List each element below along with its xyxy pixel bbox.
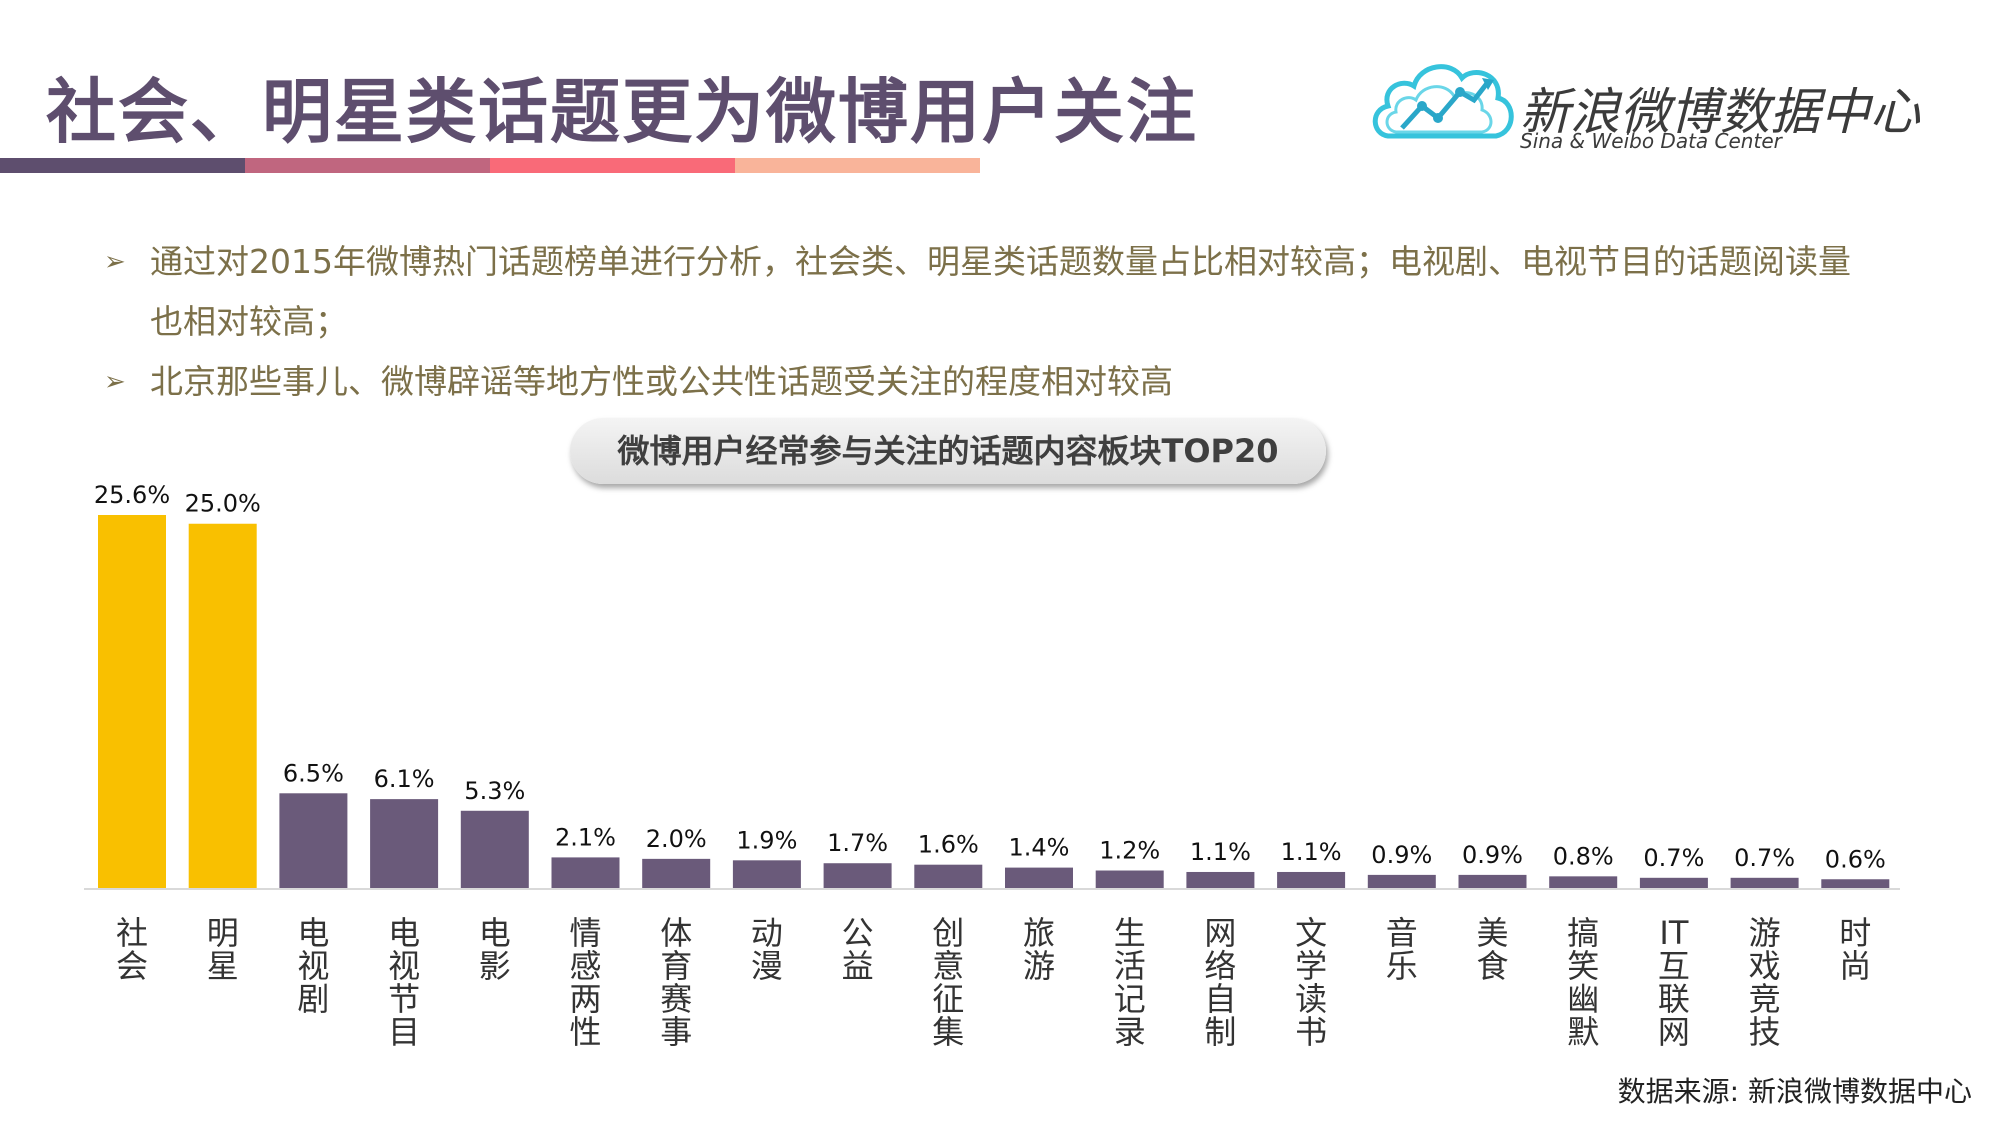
category-label: 创意征集 bbox=[932, 914, 964, 1051]
title-stripe-2 bbox=[245, 158, 490, 173]
title-stripe-4 bbox=[735, 158, 980, 173]
category-label: 电视节目 bbox=[388, 914, 420, 1051]
data-label: 6.1% bbox=[374, 765, 435, 793]
category-label: IT 互联网 bbox=[1658, 914, 1690, 1051]
category-label: 动漫 bbox=[751, 914, 783, 985]
category-label: 时尚 bbox=[1839, 914, 1871, 985]
bar bbox=[551, 857, 620, 888]
data-label: 1.2% bbox=[1099, 837, 1160, 865]
bar bbox=[642, 858, 711, 888]
category-label: 网络自制 bbox=[1204, 914, 1236, 1051]
bullet-item: ➢ 通过对2015年微博热门话题榜单进行分析，社会类、明星类话题数量占比相对较高… bbox=[100, 232, 1880, 352]
category-label: 音乐 bbox=[1386, 914, 1418, 985]
bar bbox=[1821, 879, 1890, 888]
logo-name: 新浪微博数据中心 bbox=[1520, 83, 1920, 141]
title-stripe-1 bbox=[0, 158, 245, 173]
cloud-chart-icon bbox=[1372, 64, 1514, 139]
bar bbox=[1186, 871, 1255, 888]
category-label: 公益 bbox=[842, 914, 874, 985]
category-label: 明星 bbox=[207, 914, 239, 985]
data-label: 2.0% bbox=[646, 825, 707, 853]
bar bbox=[370, 799, 439, 888]
data-source: 数据来源: 新浪微博数据中心 bbox=[1617, 1075, 1972, 1108]
logo: 新浪微博数据中心 Sina & Weibo Data Center bbox=[1370, 44, 1950, 154]
data-label: 5.3% bbox=[464, 777, 525, 805]
category-label: 情感两性 bbox=[569, 914, 601, 1051]
bar bbox=[1095, 870, 1164, 888]
page-title: 社会、明星类话题更为微博用户关注 bbox=[46, 71, 1198, 153]
category-label: 旅游 bbox=[1023, 914, 1055, 985]
arrow-bullet-icon: ➢ bbox=[104, 367, 126, 397]
category-label: 文学读书 bbox=[1295, 914, 1327, 1051]
category-label: 电影 bbox=[479, 914, 511, 985]
bar bbox=[1367, 874, 1436, 888]
category-label: 搞笑幽默 bbox=[1567, 914, 1599, 1051]
logo-subtitle: Sina & Weibo Data Center bbox=[1520, 129, 1782, 153]
chart-title: 微博用户经常参与关注的话题内容板块TOP20 bbox=[570, 418, 1326, 484]
bar bbox=[188, 523, 257, 888]
bar bbox=[1730, 877, 1799, 888]
bar bbox=[914, 864, 983, 888]
category-label: 社会 bbox=[116, 914, 148, 985]
bar bbox=[732, 860, 801, 888]
data-label: 0.9% bbox=[1371, 841, 1432, 869]
bullet-text: 北京那些事儿、微博辟谣等地方性或公共性话题受关注的程度相对较高 bbox=[150, 362, 1173, 401]
data-label: 1.1% bbox=[1281, 838, 1342, 866]
bar bbox=[98, 515, 166, 888]
bar bbox=[1639, 877, 1708, 888]
data-label: 0.6% bbox=[1825, 845, 1886, 873]
data-label: 25.6% bbox=[94, 481, 170, 509]
arrow-bullet-icon: ➢ bbox=[104, 247, 126, 277]
category-label: 电视剧 bbox=[297, 914, 329, 1018]
bar bbox=[1458, 874, 1527, 888]
data-label: 0.9% bbox=[1462, 841, 1523, 869]
category-label: 游戏竞技 bbox=[1749, 914, 1781, 1051]
bar bbox=[823, 863, 892, 888]
bullet-item: ➢ 北京那些事儿、微博辟谣等地方性或公共性话题受关注的程度相对较高 bbox=[100, 352, 1880, 412]
bar bbox=[1277, 871, 1346, 888]
bullet-list: ➢ 通过对2015年微博热门话题榜单进行分析，社会类、明星类话题数量占比相对较高… bbox=[100, 232, 1880, 412]
bar bbox=[1549, 876, 1618, 888]
bar bbox=[460, 810, 529, 888]
data-label: 1.9% bbox=[736, 826, 797, 854]
data-label: 0.7% bbox=[1643, 844, 1704, 872]
category-label: 体育赛事 bbox=[660, 914, 692, 1051]
data-label: 1.1% bbox=[1190, 838, 1251, 866]
data-label: 1.4% bbox=[1009, 834, 1070, 862]
data-label: 0.8% bbox=[1553, 842, 1614, 870]
title-stripe-3 bbox=[490, 158, 735, 173]
data-label: 6.5% bbox=[283, 759, 344, 787]
data-label: 25.0% bbox=[185, 490, 261, 518]
data-label: 2.1% bbox=[555, 823, 616, 851]
category-label: 生活记录 bbox=[1114, 914, 1146, 1051]
data-label: 1.7% bbox=[827, 829, 888, 857]
bar bbox=[279, 793, 348, 888]
bullet-text: 通过对2015年微博热门话题榜单进行分析，社会类、明星类话题数量占比相对较高；电… bbox=[150, 242, 1851, 341]
data-label: 0.7% bbox=[1734, 844, 1795, 872]
bar bbox=[1005, 867, 1073, 888]
category-label: 美食 bbox=[1476, 914, 1508, 985]
data-label: 1.6% bbox=[918, 831, 979, 859]
